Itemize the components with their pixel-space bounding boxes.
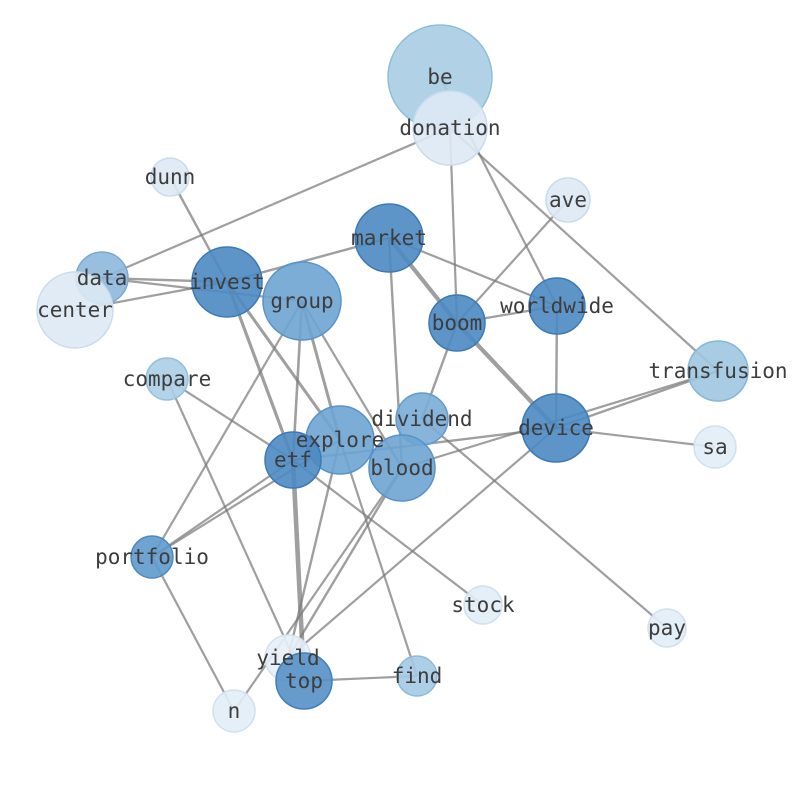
node-label-yield: yield	[256, 646, 319, 670]
node-blood	[368, 434, 436, 502]
node-label-explore: explore	[296, 428, 385, 452]
node-label-sa: sa	[702, 435, 727, 459]
node-label-ave: ave	[549, 188, 587, 212]
node-label-invest: invest	[189, 270, 265, 294]
node-label-be: be	[427, 65, 452, 89]
node-device	[521, 393, 591, 463]
edge-compare-top	[165, 378, 306, 682]
node-label-data: data	[77, 266, 128, 290]
edge-blood-n	[233, 467, 403, 712]
node-dunn	[150, 157, 190, 197]
node-label-worldwide: worldwide	[500, 294, 614, 318]
edge-group-portfolio	[151, 300, 303, 558]
node-top	[275, 652, 333, 710]
node-find	[396, 655, 438, 697]
node-donation	[412, 90, 488, 166]
node-label-market: market	[351, 226, 427, 250]
node-label-find: find	[392, 664, 443, 688]
node-label-group: group	[270, 289, 333, 313]
node-market	[354, 203, 424, 273]
node-portfolio	[130, 535, 174, 579]
node-center	[36, 271, 114, 349]
node-compare	[145, 357, 189, 401]
node-transfusion	[687, 340, 749, 402]
node-label-n: n	[228, 699, 241, 723]
edge-donation-data	[101, 126, 451, 280]
node-etf	[264, 431, 322, 489]
node-n	[212, 689, 256, 733]
edge-donation-transfusion	[449, 127, 719, 372]
node-label-device: device	[518, 416, 594, 440]
node-sa	[693, 425, 737, 469]
edge-device-yield	[287, 427, 557, 659]
node-label-etf: etf	[274, 448, 312, 472]
node-boom	[428, 294, 486, 352]
node-label-blood: blood	[370, 456, 433, 480]
node-label-boom: boom	[432, 311, 483, 335]
edge-etf-stock	[292, 459, 484, 606]
node-label-transfusion: transfusion	[648, 359, 787, 383]
edge-dividend-pay	[421, 418, 668, 629]
node-label-stock: stock	[451, 593, 515, 617]
node-label-top: top	[285, 669, 323, 693]
node-stock	[463, 585, 503, 625]
node-pay	[647, 608, 687, 648]
edge-portfolio-n	[151, 556, 235, 712]
node-group	[262, 261, 342, 341]
node-worldwide	[528, 277, 586, 335]
node-layer	[36, 24, 749, 733]
node-label-center: center	[37, 298, 113, 322]
edge-blood-yield	[286, 467, 404, 659]
node-label-pay: pay	[648, 616, 686, 640]
node-label-dunn: dunn	[145, 165, 196, 189]
node-label-dividend: dividend	[371, 407, 472, 431]
edge-explore-find	[338, 439, 419, 677]
node-label-donation: donation	[399, 116, 500, 140]
node-label-compare: compare	[123, 367, 212, 391]
node-label-portfolio: portfolio	[95, 545, 209, 569]
node-invest	[191, 246, 263, 318]
node-ave	[545, 177, 591, 223]
